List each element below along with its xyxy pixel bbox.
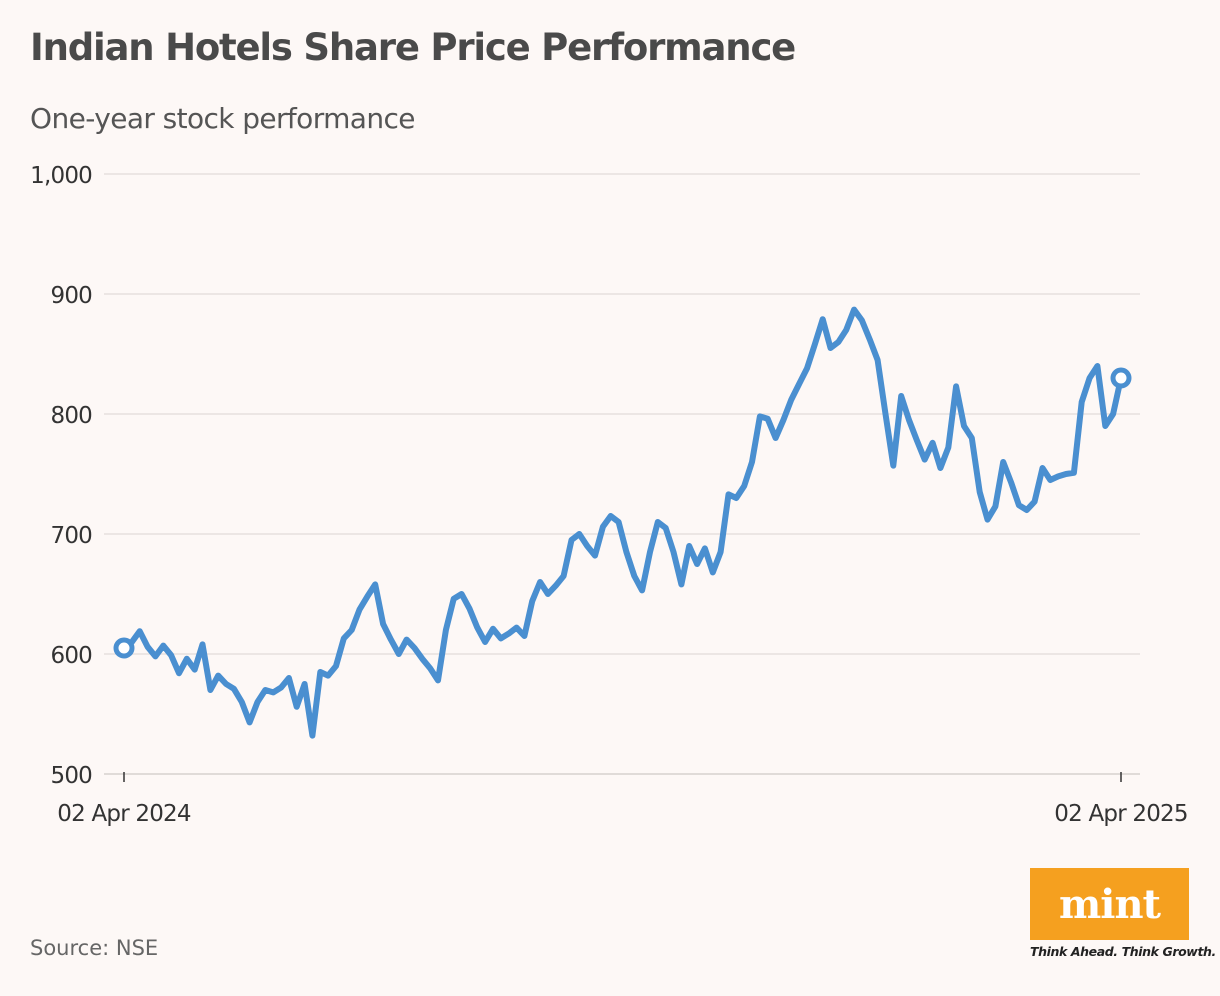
- y-tick-label: 500: [51, 763, 93, 789]
- logo-text: mint: [1058, 880, 1161, 928]
- axes: 500 600 700 800 900 1,000 02 Apr 2024 02 Apr 20…: [30, 163, 1188, 827]
- y-tick-label: 600: [51, 643, 93, 669]
- mint-logo: mint: [1030, 868, 1189, 940]
- x-tick-label: 02 Apr 2025: [1054, 801, 1187, 827]
- start-point-marker: [113, 637, 135, 659]
- series: [113, 306, 1132, 739]
- end-point-marker: [1110, 367, 1132, 389]
- y-tick-label: 1,000: [30, 163, 92, 189]
- y-tick-label: 700: [51, 523, 93, 549]
- y-tick-label: 800: [51, 403, 93, 429]
- logo-tagline: Think Ahead. Think Growth.: [1030, 944, 1216, 959]
- source-note: Source: NSE: [30, 936, 159, 960]
- x-tick-label: 02 Apr 2024: [57, 801, 191, 827]
- series-line: [121, 306, 1124, 739]
- chart-subtitle: One-year stock performance: [30, 102, 416, 135]
- chart-title: Indian Hotels Share Price Performance: [30, 26, 796, 69]
- y-tick-label: 900: [51, 283, 93, 309]
- grid-lines: [104, 173, 1140, 775]
